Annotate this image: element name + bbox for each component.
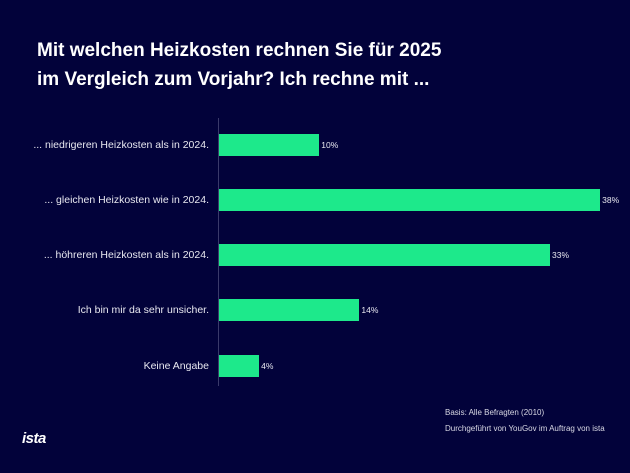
value-label: 4% (261, 361, 274, 371)
footnote-basis: Basis: Alle Befragten (2010) (445, 408, 545, 417)
bar (219, 189, 601, 211)
category-label: ... höhreren Heizkosten als in 2024. (43, 249, 209, 261)
category-label: Ich bin mir da sehr unsicher. (77, 304, 209, 316)
bar (219, 299, 360, 321)
category-label: ... niedrigeren Heizkosten als in 2024. (33, 139, 209, 151)
value-label: 33% (551, 250, 569, 260)
title-line-2: im Vergleich zum Vorjahr? Ich rechne mit… (37, 69, 430, 90)
value-label: 38% (602, 195, 620, 205)
title-line-1: Mit welchen Heizkosten rechnen Sie für 2… (37, 40, 442, 61)
category-label: ... gleichen Heizkosten wie in 2024. (44, 194, 209, 206)
footnote-source: Durchgeführt von YouGov im Auftrag von i… (445, 424, 605, 433)
value-label: 10% (321, 140, 339, 150)
bar (219, 355, 260, 377)
bar (219, 134, 320, 156)
chart-title: Mit welchen Heizkosten rechnen Sie für 2… (37, 36, 441, 94)
category-label: Keine Angabe (143, 360, 209, 372)
ista-logo: ista (22, 430, 46, 447)
value-label: 14% (361, 305, 379, 315)
bar (219, 244, 550, 266)
y-axis-line (218, 118, 219, 386)
